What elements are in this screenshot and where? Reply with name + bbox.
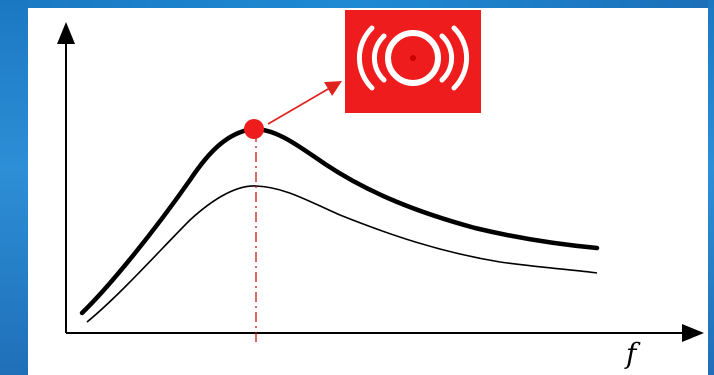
lower-response-curve [86,185,598,323]
background-right-band [708,0,714,375]
y-axis-arrowhead [57,22,75,44]
peak-to-alarm-arrow [267,80,342,125]
alarm-icon [345,10,481,113]
background-top-band [0,0,714,8]
peak-marker [244,119,264,139]
background-left-band [0,0,28,375]
x-axis-arrowhead [682,324,704,342]
upper-response-curve [79,126,600,316]
x-axis-label: f [626,337,637,370]
